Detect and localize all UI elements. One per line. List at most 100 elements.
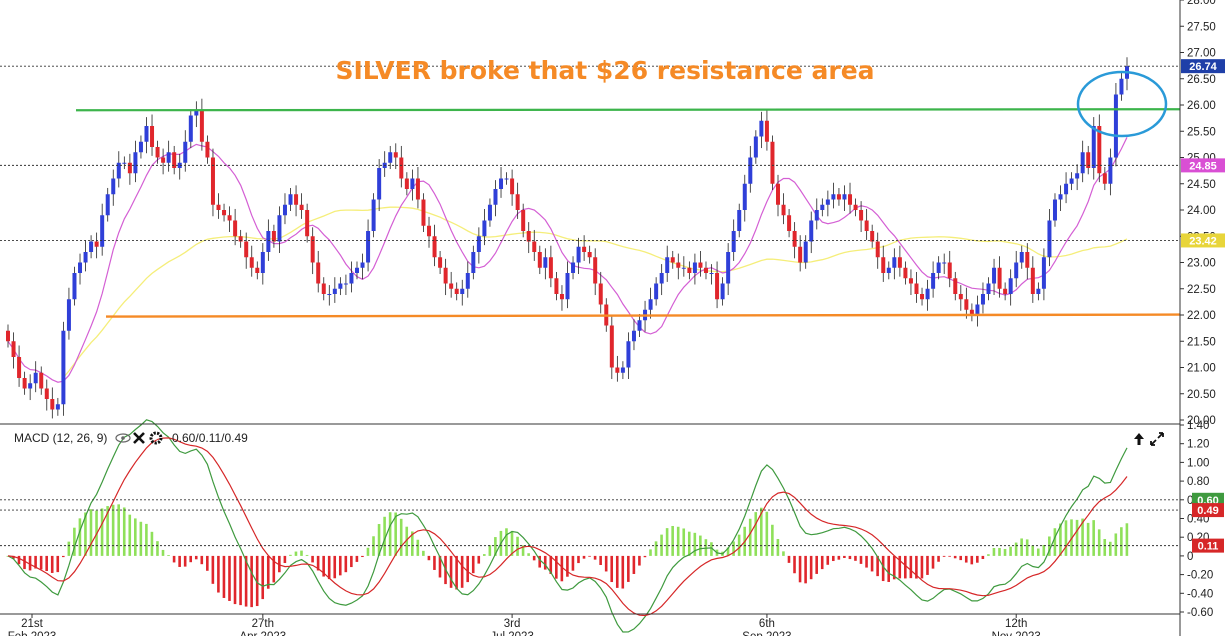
x-tick-month-label: Apr 2023: [239, 631, 286, 636]
gear-hub: [154, 436, 158, 440]
candle-body: [332, 288, 337, 294]
macd-histogram-bar: [638, 555, 641, 566]
macd-histogram-bar: [156, 541, 159, 556]
macd-histogram-bar: [804, 555, 807, 584]
macd-histogram-bar: [150, 531, 154, 556]
candle-body: [742, 183, 747, 210]
macd-histogram-bar: [787, 555, 791, 563]
macd-histogram-bar: [643, 555, 647, 558]
candle-body: [665, 257, 670, 273]
macd-histogram-bar: [582, 555, 586, 559]
candle-body: [631, 330, 636, 342]
macd-histogram-bar: [521, 545, 525, 556]
candle-body: [499, 178, 504, 189]
macd-panel: MACD (12, 26, 9) 0.60/0.11/0.49: [0, 419, 1180, 633]
price-badge-label: 26.74: [1189, 61, 1217, 73]
macd-histogram-bar: [300, 550, 303, 556]
macd-histogram-bar: [50, 555, 54, 573]
macd-histogram-bar: [1108, 541, 1112, 556]
macd-histogram-bar: [383, 516, 386, 556]
macd-histogram-bar: [305, 554, 309, 556]
candle-body: [28, 383, 33, 389]
candle-body: [920, 294, 925, 300]
macd-histogram-bar: [998, 547, 1001, 556]
candle-body: [454, 288, 459, 294]
macd-tick-label: 1.40: [1187, 420, 1209, 432]
macd-histogram-bar: [566, 555, 569, 577]
candle-body: [1014, 262, 1019, 279]
candle-body: [1003, 288, 1008, 294]
candle-body: [233, 220, 238, 237]
macd-histogram-bar: [1036, 548, 1040, 556]
candle-body: [1080, 152, 1085, 174]
macd-histogram-bar: [859, 555, 863, 564]
candle-body: [670, 257, 675, 263]
candle-body: [150, 126, 155, 147]
candle-body: [942, 262, 947, 264]
macd-tick-label: -0.60: [1187, 607, 1213, 619]
price-tick-label: 20.00: [1187, 415, 1216, 427]
candle-body: [1036, 288, 1041, 294]
candle-body: [548, 257, 553, 279]
macd-tick-label: 0: [1187, 551, 1193, 563]
candle-body: [992, 267, 997, 284]
macd-histogram-bar: [771, 524, 774, 556]
macd-histogram-bar: [61, 555, 65, 558]
candle-body: [620, 367, 625, 373]
candle-body: [299, 204, 304, 210]
macd-histogram-bar: [765, 511, 769, 556]
candle-body: [748, 157, 753, 184]
candle-body: [310, 236, 315, 263]
x-tick-month-label: Jul 2023: [490, 631, 533, 636]
macd-legend-label: MACD (12, 26, 9): [14, 431, 107, 445]
candle-body: [964, 299, 969, 310]
resistance-line: [75, 108, 1181, 112]
macd-histogram-bar: [410, 531, 414, 556]
candle-body: [1047, 220, 1052, 258]
macd-histogram-bar: [610, 555, 614, 583]
macd-histogram-bar: [261, 555, 265, 600]
macd-histogram-bar: [538, 555, 542, 568]
candle-body: [288, 194, 293, 205]
candle-body: [764, 120, 769, 142]
macd-histogram-bar: [12, 555, 15, 559]
macd-histogram-bar: [627, 555, 630, 582]
candle-body: [144, 126, 149, 142]
candle-body: [55, 404, 60, 410]
x-tick-day-label: 21st: [21, 618, 44, 630]
macd-histogram-bar: [549, 555, 553, 574]
macd-histogram-bar: [1003, 548, 1007, 556]
macd-histogram-bar: [931, 555, 935, 569]
eye-icon: [115, 433, 131, 443]
macd-histogram-bar: [615, 555, 619, 588]
macd-histogram-bar: [693, 532, 697, 556]
macd-histogram-bar: [892, 555, 896, 580]
macd-histogram-bar: [239, 555, 242, 606]
candle-body: [305, 210, 310, 237]
x-tick-day-label: 6th: [759, 618, 775, 630]
macd-histogram-bar: [139, 521, 143, 556]
candle-body: [609, 325, 614, 368]
candle-body: [1091, 126, 1096, 168]
candle-body: [116, 162, 121, 179]
macd-histogram-bar: [388, 512, 392, 556]
candle-body: [753, 136, 758, 158]
candle-body: [133, 152, 138, 174]
candle-body: [72, 273, 77, 300]
candle-body: [659, 273, 664, 284]
price-tick-label: 21.00: [1187, 363, 1216, 375]
candle-body: [515, 194, 520, 210]
candle-body: [936, 262, 941, 273]
macd-histogram-bar: [516, 536, 519, 556]
candle-body: [476, 236, 481, 252]
x-tick-month-label: Nov 2023: [992, 631, 1041, 636]
macd-histogram-bar: [1075, 519, 1079, 556]
macd-histogram-bar: [510, 530, 514, 556]
candle-body: [831, 194, 836, 200]
price-badge-label: 24.85: [1189, 160, 1217, 172]
macd-histogram-bar: [793, 555, 796, 574]
macd-histogram-bar: [228, 555, 231, 601]
price-badge: [1181, 59, 1225, 74]
macd-histogram-bar: [543, 555, 547, 570]
